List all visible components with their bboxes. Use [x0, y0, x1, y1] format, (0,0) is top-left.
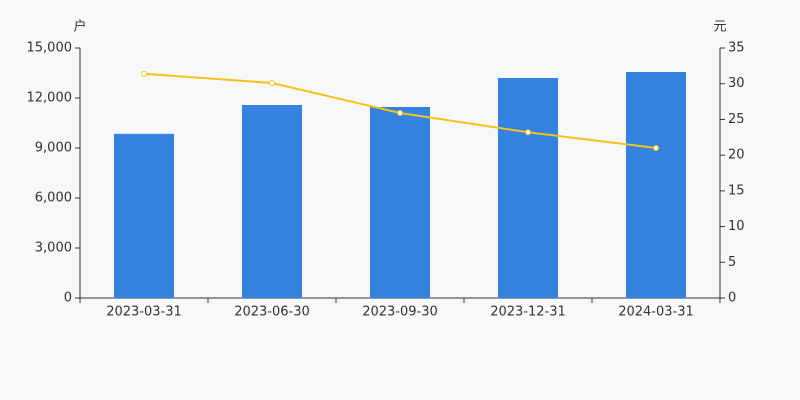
y2-tick-label: 25 — [728, 112, 745, 127]
line-point — [397, 110, 403, 116]
x-tick-label: 2023-12-31 — [490, 305, 566, 320]
x-tick-label: 2023-06-30 — [234, 305, 310, 320]
y2-tick-label: 30 — [728, 76, 745, 91]
y2-tick-label: 5 — [728, 255, 736, 270]
y2-tick-label: 15 — [728, 183, 745, 198]
y-tick-label: 15,000 — [27, 41, 73, 56]
line-point — [653, 145, 659, 151]
y-tick-label: 3,000 — [35, 241, 72, 256]
y-tick-label: 9,000 — [35, 141, 72, 156]
bar — [626, 72, 686, 298]
y2-tick-label: 0 — [728, 291, 736, 306]
y-axis-label: 户 — [73, 19, 86, 35]
y-tick-label: 6,000 — [35, 191, 72, 206]
bar — [370, 107, 430, 298]
line-point — [525, 129, 531, 136]
bar — [114, 133, 174, 298]
bar — [242, 105, 302, 298]
y2-tick-label: 20 — [728, 148, 745, 163]
x-tick-label: 2024-03-31 — [618, 305, 694, 320]
y2-tick-label: 10 — [728, 219, 745, 234]
line-point — [269, 80, 275, 86]
y-tick-label: 0 — [64, 291, 72, 306]
y-tick-label: 12,000 — [27, 91, 73, 106]
y2-tick-label: 35 — [728, 41, 745, 56]
line-point — [141, 70, 147, 77]
y2-axis-label: 元 — [713, 20, 726, 35]
x-tick-label: 2023-09-30 — [362, 305, 438, 320]
bar — [498, 78, 558, 298]
x-tick-label: 2023-03-31 — [106, 305, 182, 320]
